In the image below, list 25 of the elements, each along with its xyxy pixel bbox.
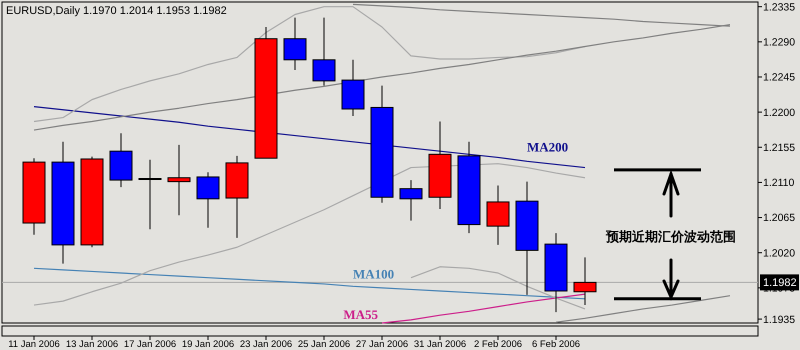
y-tick-label: 1.1935	[763, 314, 796, 326]
x-tick-label: 27 Jan 2006	[356, 339, 408, 350]
y-tick-label: 1.2065	[763, 212, 796, 224]
x-tick-label: 23 Jan 2006	[240, 339, 292, 350]
y-tick-label: 1.2245	[763, 72, 796, 84]
series-label: MA100	[353, 266, 394, 282]
ref-line-label: 1.1982	[763, 277, 797, 290]
series-label: MA200	[527, 139, 568, 154]
x-tick-label: 11 Jan 2006	[8, 339, 60, 350]
x-tick-label: 13 Jan 2006	[66, 339, 118, 350]
y-tick-label: 1.2290	[763, 36, 796, 49]
series-label: MA55	[343, 307, 378, 322]
annotation: 预期近期汇价波动范围	[605, 229, 736, 245]
x-tick-label: 17 Jan 2006	[124, 339, 176, 350]
y-tick-label: 1.2335	[763, 1, 796, 14]
y-tick-label: 1.2200	[763, 106, 796, 119]
y-tick-label: 1.2155	[763, 142, 796, 154]
x-tick-label: 2 Feb 2006	[474, 339, 522, 350]
y-tick-label: 1.2110	[763, 177, 794, 190]
y-tick-label: 1.2020	[763, 247, 796, 260]
x-tick-label: 31 Jan 2006	[414, 339, 466, 350]
chart-title: EURUSD,Daily 1.1970 1.2014 1.1953 1.1982	[6, 5, 227, 17]
x-tick-label: 6 Feb 2006	[532, 339, 580, 350]
x-tick-label: 19 Jan 2006	[182, 339, 234, 350]
x-tick-label: 25 Jan 2006	[298, 339, 350, 350]
